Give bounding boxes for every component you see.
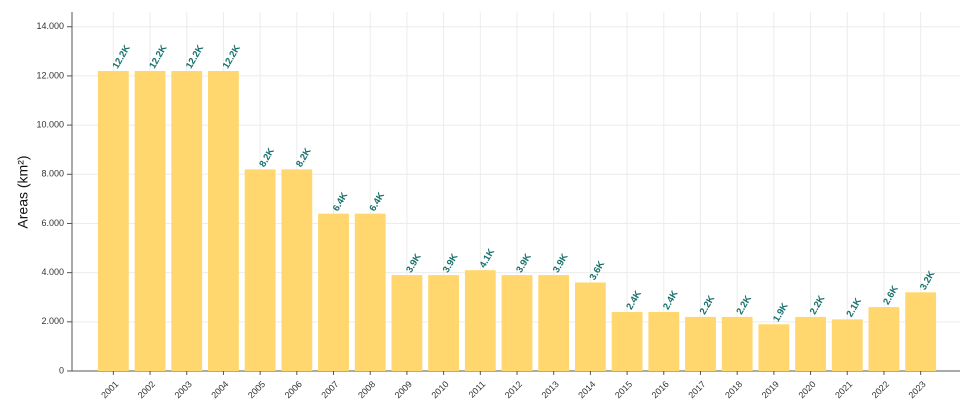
bar [868, 307, 900, 371]
bar [97, 71, 129, 371]
y-tick-label: 0 [59, 365, 64, 375]
x-tick-label: 2023 [907, 379, 928, 400]
bar [905, 292, 937, 371]
y-tick-label: 6.000 [41, 218, 64, 228]
x-tick-label: 2021 [833, 379, 854, 400]
bar [758, 324, 790, 371]
bar [574, 282, 606, 371]
x-tick-label: 2008 [356, 379, 377, 400]
x-tick-label: 2006 [283, 379, 304, 400]
x-tick-label: 2012 [503, 379, 524, 400]
y-tick-label: 10.000 [36, 119, 64, 129]
bar [501, 275, 533, 371]
bar [685, 316, 716, 371]
value-label: 12.2K [111, 43, 133, 71]
y-tick-label: 8.000 [41, 169, 64, 179]
x-tick-label: 2009 [393, 379, 414, 400]
bar [391, 275, 423, 371]
bar [428, 275, 460, 371]
bar [721, 316, 753, 371]
bar [354, 213, 386, 371]
x-tick-label: 2016 [650, 379, 671, 400]
bar [134, 71, 166, 371]
x-tick-label: 2010 [429, 379, 450, 400]
x-tick-label: 2013 [540, 379, 561, 400]
x-tick-label: 2007 [319, 379, 340, 400]
x-tick-label: 2011 [467, 379, 488, 400]
y-tick-label: 2.000 [41, 316, 64, 326]
bar [648, 311, 680, 371]
bar [831, 319, 863, 371]
x-tick-label: 2002 [136, 379, 157, 400]
bar [244, 169, 276, 371]
x-tick-label: 2014 [576, 379, 597, 400]
y-tick-label: 12.000 [36, 70, 64, 80]
x-tick-label: 2019 [760, 379, 781, 400]
x-tick-label: 2004 [209, 379, 230, 400]
bar [318, 213, 349, 371]
y-axis-title: Areas (km²) [15, 155, 31, 228]
x-tick-label: 2015 [613, 379, 634, 400]
bar [171, 71, 203, 371]
x-tick-label: 2018 [723, 379, 744, 400]
value-label: 12.2K [147, 43, 169, 71]
value-label: 12.2K [184, 43, 206, 71]
bar [611, 311, 643, 371]
x-tick-label: 2020 [796, 379, 817, 400]
value-label: 12.2K [221, 43, 243, 71]
x-tick-label: 2005 [246, 379, 267, 400]
x-tick-label: 2017 [686, 379, 707, 400]
bar [208, 71, 239, 371]
bar [464, 270, 496, 371]
bar [281, 169, 313, 371]
y-tick-label: 4.000 [41, 267, 64, 277]
bar [538, 275, 570, 371]
x-tick-label: 2022 [870, 379, 891, 400]
y-tick-label: 14.000 [36, 21, 64, 31]
x-tick-label: 2003 [173, 379, 194, 400]
x-tick-label: 2001 [99, 379, 120, 400]
bar [795, 316, 826, 371]
